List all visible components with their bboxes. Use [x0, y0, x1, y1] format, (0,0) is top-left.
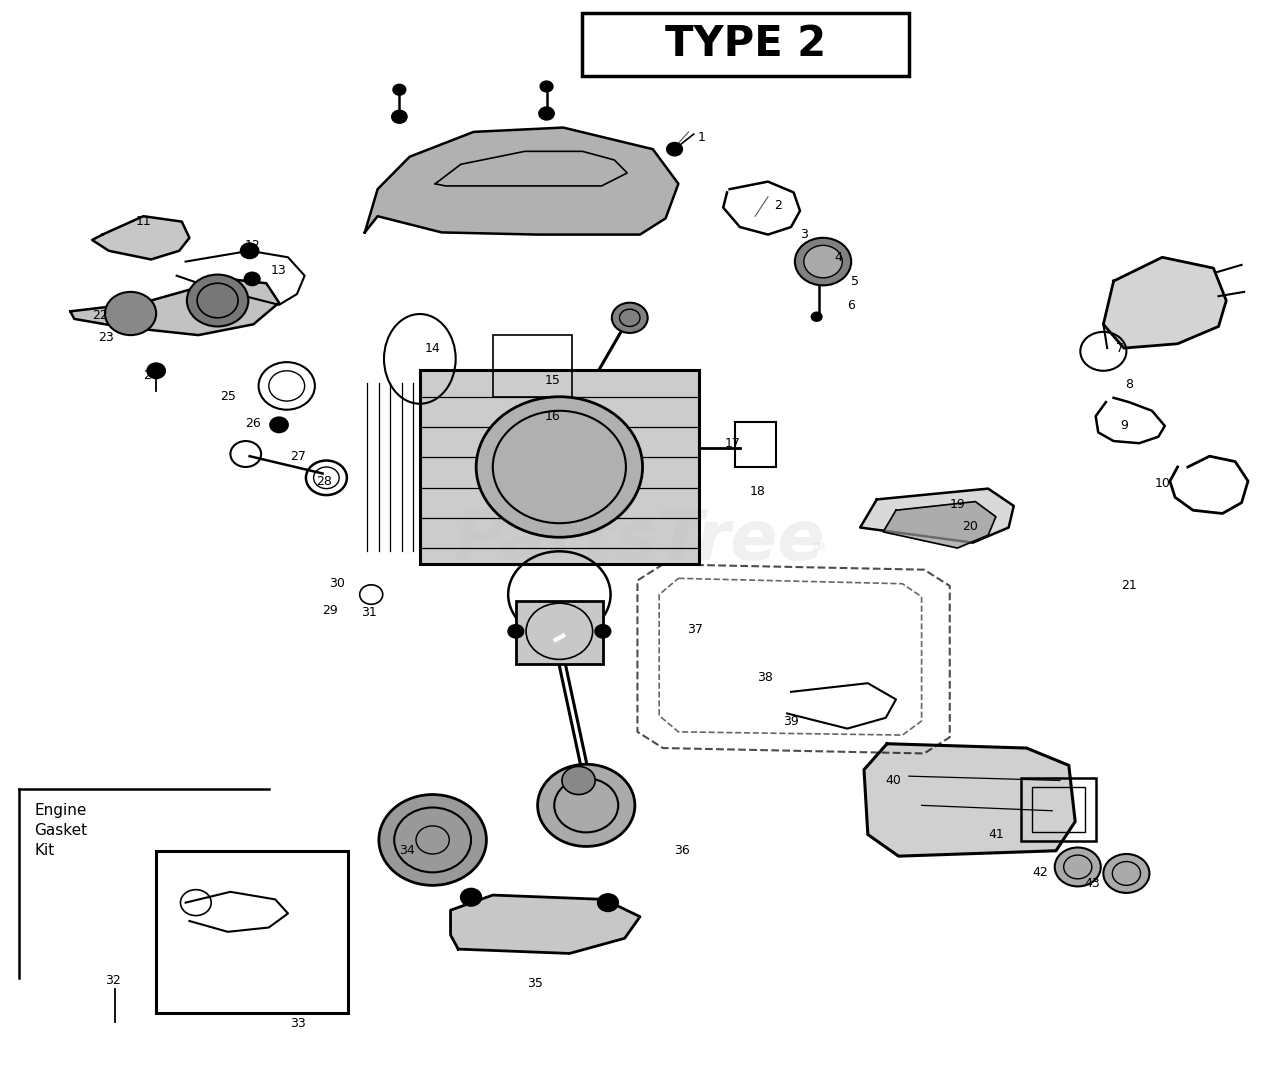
Text: 15: 15 [545, 374, 561, 387]
Text: 20: 20 [963, 520, 978, 533]
Circle shape [595, 625, 611, 638]
Polygon shape [70, 279, 279, 335]
Polygon shape [420, 370, 699, 564]
Text: 5: 5 [851, 275, 859, 288]
Text: 23: 23 [99, 331, 114, 344]
Polygon shape [883, 502, 996, 548]
Bar [1032, 787, 1085, 832]
Text: 7: 7 [1116, 342, 1124, 355]
Text: 28: 28 [316, 475, 332, 488]
Text: 32: 32 [105, 974, 120, 987]
Polygon shape [860, 489, 1014, 543]
Circle shape [105, 292, 156, 335]
Text: 30: 30 [329, 577, 344, 590]
Circle shape [795, 238, 851, 285]
Circle shape [562, 766, 595, 795]
Text: TM: TM [812, 544, 826, 553]
Text: 26: 26 [246, 417, 261, 430]
Circle shape [667, 143, 682, 156]
Text: 43: 43 [1084, 877, 1100, 890]
Text: 4: 4 [835, 251, 842, 264]
Polygon shape [864, 744, 1075, 856]
Text: 38: 38 [758, 671, 773, 684]
Text: 19: 19 [950, 498, 965, 511]
Bar [420, 370, 699, 564]
Circle shape [598, 894, 618, 911]
Text: 25: 25 [220, 390, 236, 403]
Circle shape [461, 889, 481, 906]
Bar [735, 422, 776, 467]
Bar [516, 601, 603, 664]
Circle shape [508, 625, 524, 638]
Text: 40: 40 [886, 774, 901, 787]
Circle shape [538, 764, 635, 846]
Text: 24: 24 [143, 369, 159, 382]
Text: 37: 37 [687, 623, 703, 636]
Circle shape [1103, 854, 1149, 893]
Text: 35: 35 [527, 977, 543, 990]
Circle shape [270, 417, 288, 432]
Text: 21: 21 [1121, 579, 1137, 592]
Text: 27: 27 [291, 450, 306, 463]
Bar [1021, 778, 1096, 841]
Text: 12: 12 [244, 239, 260, 252]
Circle shape [476, 397, 643, 537]
Circle shape [539, 107, 554, 120]
Circle shape [187, 275, 248, 326]
Text: 10: 10 [1155, 477, 1170, 490]
Bar [156, 851, 348, 1013]
Text: 18: 18 [750, 485, 765, 498]
Text: TYPE 2: TYPE 2 [666, 24, 826, 65]
Text: 22: 22 [92, 309, 108, 322]
Polygon shape [1103, 257, 1226, 348]
Polygon shape [92, 216, 189, 259]
Text: 31: 31 [361, 606, 376, 619]
Circle shape [612, 303, 648, 333]
Text: 14: 14 [425, 342, 440, 355]
Circle shape [393, 84, 406, 95]
Text: 13: 13 [271, 264, 287, 277]
Bar [493, 335, 572, 397]
Circle shape [147, 363, 165, 378]
Text: 34: 34 [399, 844, 415, 857]
Circle shape [392, 110, 407, 123]
Circle shape [812, 312, 822, 321]
Circle shape [241, 243, 259, 258]
Text: 39: 39 [783, 715, 799, 728]
Text: 2: 2 [774, 199, 782, 212]
Text: 42: 42 [1033, 866, 1048, 879]
Text: Engine
Gasket
Kit: Engine Gasket Kit [35, 803, 88, 858]
Text: 33: 33 [291, 1017, 306, 1030]
Text: 17: 17 [724, 437, 740, 450]
Circle shape [1055, 848, 1101, 886]
Text: 1: 1 [698, 131, 705, 144]
Text: 3: 3 [800, 228, 808, 241]
Text: 6: 6 [847, 299, 855, 312]
Polygon shape [365, 128, 678, 235]
Text: 41: 41 [988, 828, 1004, 841]
Circle shape [540, 81, 553, 92]
Circle shape [379, 795, 486, 885]
Text: 11: 11 [136, 215, 151, 228]
Circle shape [244, 272, 260, 285]
Text: 9: 9 [1120, 419, 1128, 432]
Text: PartsTree: PartsTree [454, 507, 826, 574]
Text: 8: 8 [1125, 378, 1133, 391]
Bar [582, 13, 909, 76]
Text: 36: 36 [675, 844, 690, 857]
Circle shape [804, 245, 842, 278]
Text: 16: 16 [545, 410, 561, 423]
Polygon shape [451, 895, 640, 953]
Text: 29: 29 [323, 604, 338, 617]
